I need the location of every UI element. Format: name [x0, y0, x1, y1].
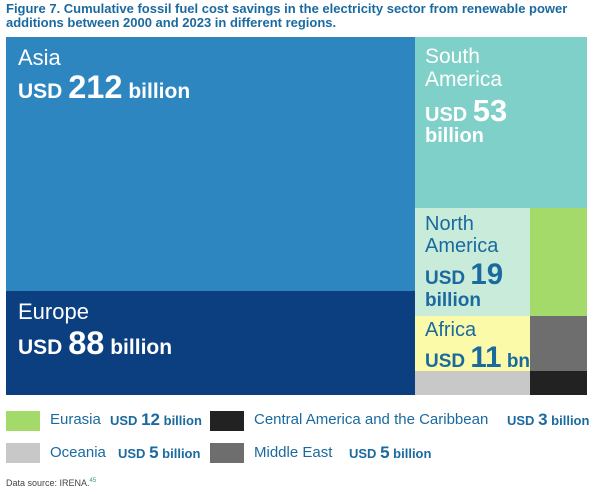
tile-central-america [530, 371, 587, 395]
legend-value-middle-east-num: 5 [380, 443, 390, 462]
tile-europe: Europe USD 88 billion [6, 291, 415, 395]
tile-europe-value: USD 88 billion [18, 325, 172, 362]
legend-value-central-america-prefix: USD [507, 413, 535, 428]
tile-asia: Asia USD 212 billion [6, 37, 415, 291]
legend-label-middle-east: Middle East [254, 444, 333, 461]
tile-middle-east [530, 316, 587, 371]
tile-africa-suffix: bn [506, 351, 531, 372]
tile-asia-value: USD 212 billion [18, 69, 190, 106]
tile-europe-suffix: billion [110, 336, 173, 359]
legend-value-middle-east-prefix: USD [349, 446, 377, 461]
tile-north-america-name-line1: North [425, 213, 474, 235]
tile-africa-name: Africa [425, 319, 477, 341]
legend-swatch-middle-east [210, 443, 244, 463]
tile-africa: Africa USD 11 bn [415, 316, 530, 374]
legend-value-central-america: USD 3 billion [507, 410, 589, 430]
tile-north-america-suffix: billion [425, 290, 481, 311]
legend-value-oceania-prefix: USD [118, 446, 146, 461]
tile-south-america-suffix: billion [425, 125, 484, 147]
tile-africa-prefix: USD [425, 351, 466, 372]
tile-europe-name: Europe [18, 299, 89, 324]
tile-south-america-name-line1: South [425, 45, 480, 68]
tile-north-america-name-line2: America [425, 235, 499, 257]
legend-swatch-central-america [210, 411, 244, 431]
tile-north-america-name: North America [425, 213, 498, 257]
legend-swatch-eurasia [6, 411, 40, 431]
data-source-ref: 45 [89, 478, 97, 484]
tile-south-america-num: 53 [472, 93, 508, 128]
tile-asia-name: Asia [18, 45, 61, 70]
data-source: Data source: IRENA.45 [6, 478, 96, 488]
tile-oceania [415, 371, 530, 395]
legend-value-eurasia-suffix: billion [163, 413, 202, 428]
tile-north-america-num: 19 [470, 258, 504, 291]
chart-title: Figure 7. Cumulative fossil fuel cost sa… [6, 1, 568, 30]
tile-north-america-prefix: USD [425, 268, 466, 289]
legend-value-central-america-suffix: billion [551, 413, 590, 428]
tile-eurasia [530, 208, 587, 316]
legend-value-oceania-suffix: billion [162, 446, 201, 461]
legend-value-middle-east: USD 5 billion [349, 443, 431, 463]
tile-asia-suffix: billion [128, 80, 191, 103]
tile-south-america-prefix: USD [425, 104, 468, 126]
tile-north-america: North America USD 19 billion [415, 208, 530, 316]
tile-africa-num: 11 [470, 341, 502, 374]
tile-south-america-name-line2: America [425, 68, 503, 91]
tile-europe-prefix: USD [18, 336, 63, 359]
tile-europe-num: 88 [68, 325, 105, 361]
legend-value-oceania: USD 5 billion [118, 443, 200, 463]
tile-north-america-value: USD 19 [425, 258, 503, 292]
data-source-text: Data source: IRENA. [6, 478, 90, 488]
tile-africa-value: USD 11 bn [425, 341, 530, 375]
tile-asia-num: 212 [68, 69, 123, 105]
tile-south-america-name: South America [425, 45, 502, 91]
tile-south-america: South America USD 53 billion [415, 37, 587, 208]
tile-south-america-value: USD 53 [425, 93, 507, 129]
legend-label-central-america: Central America and the Caribbean [254, 411, 489, 428]
tile-asia-prefix: USD [18, 80, 63, 103]
legend-value-middle-east-suffix: billion [393, 446, 432, 461]
legend-value-oceania-num: 5 [149, 443, 159, 462]
legend-label-oceania: Oceania [50, 444, 106, 461]
legend-value-eurasia: USD 12 billion [110, 410, 202, 430]
legend-value-eurasia-num: 12 [141, 410, 160, 429]
legend-value-eurasia-prefix: USD [110, 413, 138, 428]
legend-value-central-america-num: 3 [538, 410, 548, 429]
legend-label-eurasia: Eurasia [50, 411, 101, 428]
legend-swatch-oceania [6, 443, 40, 463]
